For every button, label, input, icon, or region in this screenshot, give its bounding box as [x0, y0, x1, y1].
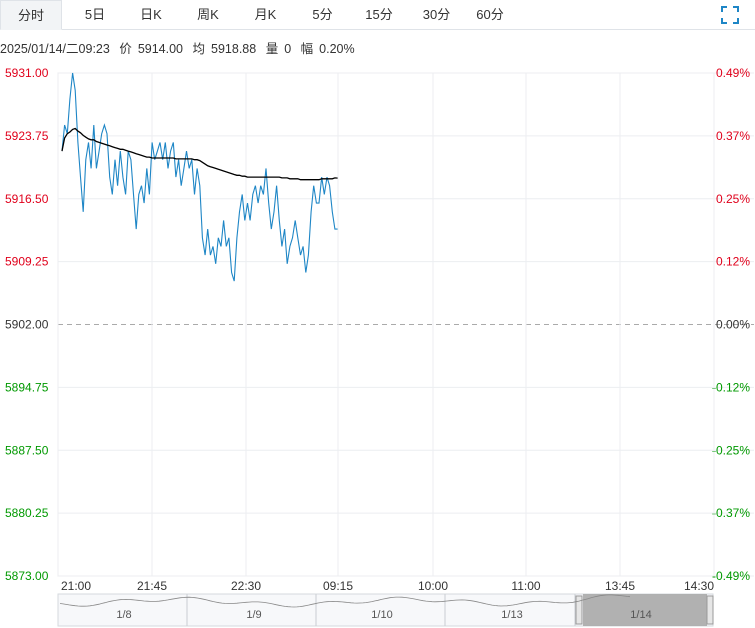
y-tick-2: 5916.50: [5, 192, 49, 206]
fullscreen-icon[interactable]: [721, 6, 739, 24]
avg-label: 均: [192, 42, 206, 56]
pct-tick-7: -0.37%: [712, 506, 750, 520]
tab-4[interactable]: 月K: [254, 7, 277, 22]
tab-6[interactable]: 15分: [365, 7, 393, 22]
navigator-label-0: 1/8: [116, 609, 131, 621]
pct-tick-1: 0.37%: [716, 129, 750, 143]
period-tab-bar: 分时 5日 日K 周K 月K 5分 15分 30分 60分: [0, 0, 755, 30]
quote-datetime: 2025/01/14/二09:23: [0, 42, 110, 56]
pct-tick-8: -0.49%: [712, 569, 750, 583]
navigator-handle-left: [575, 595, 583, 625]
tab-3[interactable]: 周K: [197, 7, 219, 22]
pct-tick-6: -0.25%: [712, 443, 750, 457]
price-label: 价: [119, 42, 132, 56]
avg-line: [61, 127, 338, 181]
pct-tick-0: 0.49%: [716, 66, 750, 80]
x-tick-3: 09:15: [323, 579, 353, 593]
y-tick-5: 5894.75: [5, 380, 49, 394]
navigator-label-3: 1/13: [501, 609, 522, 621]
y-tick-8: 5873.00: [5, 569, 49, 583]
navigator-selection: [583, 594, 707, 626]
x-tick-0: 21:00: [61, 579, 91, 593]
change-value: 0.20%: [319, 42, 355, 56]
y-tick-4: 5902.00: [5, 318, 49, 332]
pct-tick-4: 0.00%: [716, 318, 750, 332]
navigator-trace: [59, 594, 631, 608]
tab-0[interactable]: 分时: [0, 0, 62, 30]
tab-2[interactable]: 日K: [140, 7, 162, 22]
navigator-label-4: 1/14: [630, 609, 651, 621]
price-value: 5914.00: [137, 42, 184, 56]
tab-7[interactable]: 30分: [422, 7, 451, 22]
y-tick-0: 5931.00: [5, 66, 49, 80]
tab-1[interactable]: 5日: [84, 7, 106, 22]
y-tick-3: 5909.25: [5, 255, 49, 269]
x-tick-1: 21:45: [137, 579, 167, 593]
x-tick-6: 13:45: [605, 579, 635, 593]
y-tick-7: 5880.25: [5, 506, 49, 520]
y-tick-6: 5887.50: [5, 443, 49, 457]
volume-label: 量: [265, 42, 279, 56]
x-tick-5: 11:00: [511, 579, 540, 593]
tab-8[interactable]: 60分: [476, 7, 504, 22]
pct-tick-2: 0.25%: [716, 192, 750, 206]
change-label: 幅: [300, 42, 314, 56]
pct-tick-5: -0.12%: [712, 380, 750, 394]
price-line: [61, 72, 338, 282]
x-tick-2: 22:30: [231, 579, 261, 593]
y-tick-1: 5923.75: [5, 129, 49, 143]
pct-tick-3: 0.12%: [716, 255, 750, 269]
tab-5[interactable]: 5分: [312, 7, 333, 22]
x-tick-7: 14:30: [684, 579, 714, 593]
navigator-label-2: 1/10: [371, 609, 392, 621]
navigator-label-1: 1/9: [246, 609, 261, 621]
x-tick-4: 10:00: [418, 579, 448, 593]
navigator-handle-right: [706, 595, 714, 625]
volume-value: 0: [284, 42, 292, 56]
avg-value: 5918.88: [211, 42, 257, 56]
